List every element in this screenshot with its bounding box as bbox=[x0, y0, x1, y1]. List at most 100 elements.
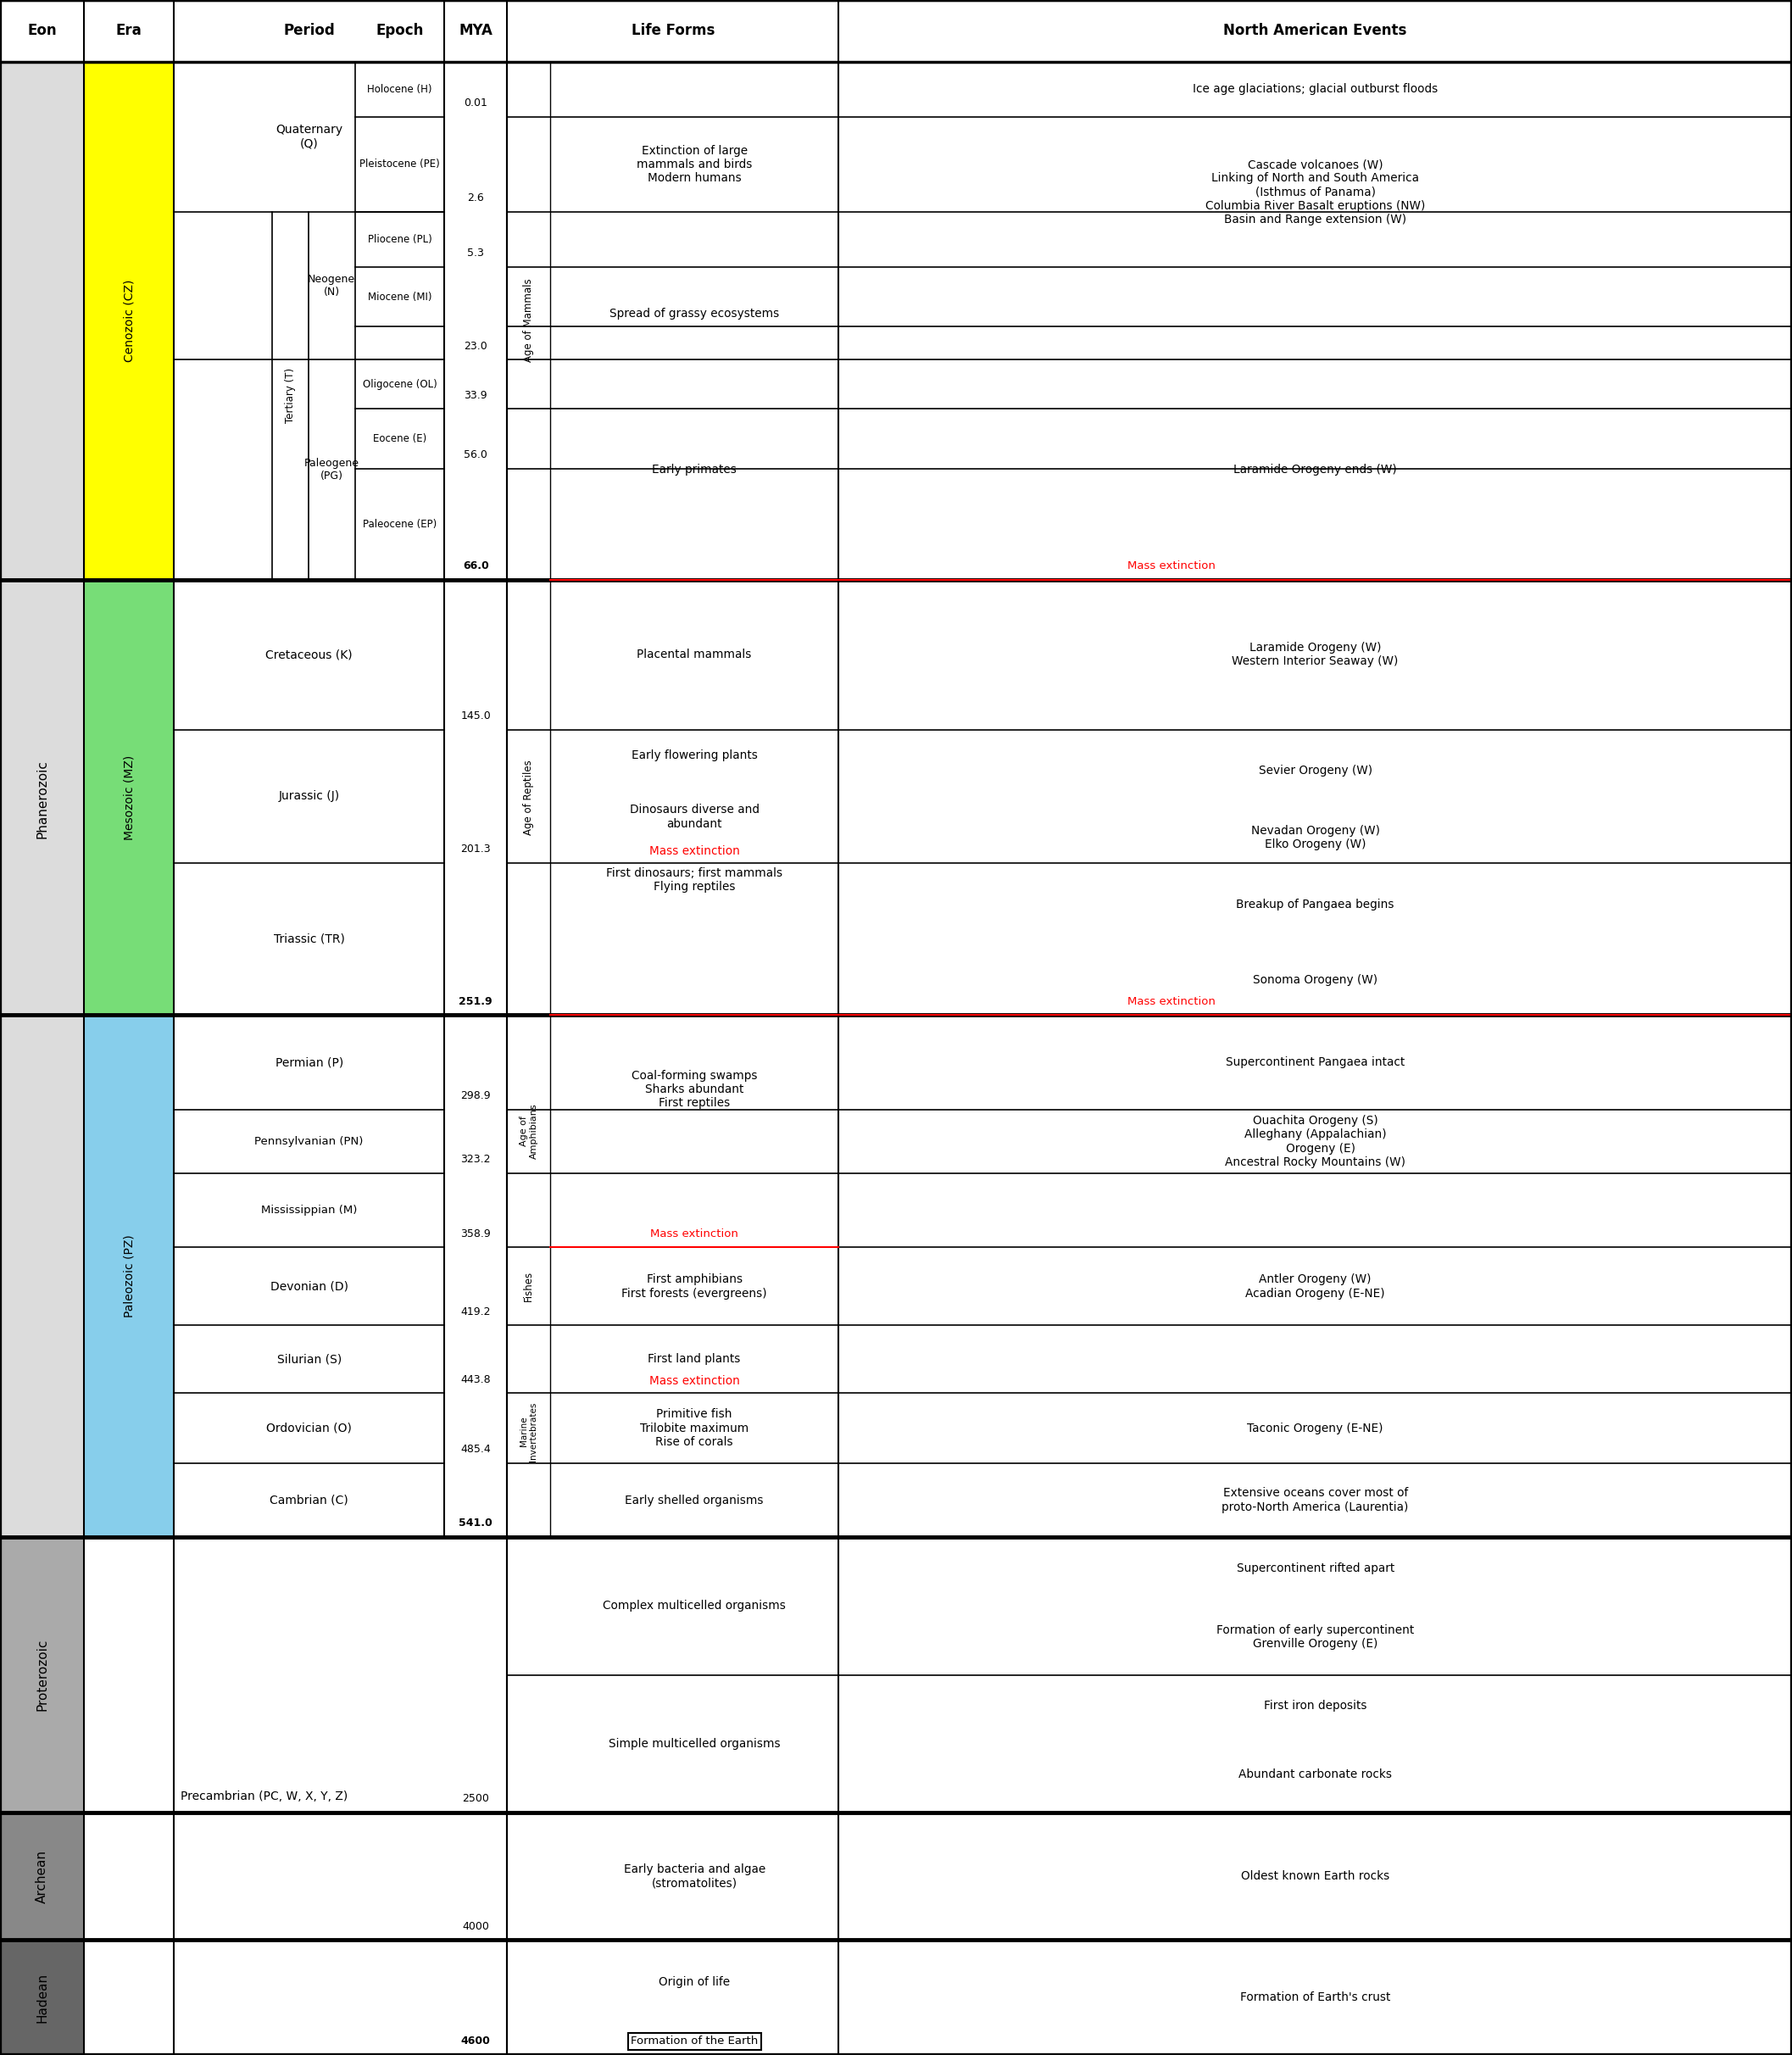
Text: Paleogene
(PG): Paleogene (PG) bbox=[305, 458, 358, 481]
Text: Phanerozoic: Phanerozoic bbox=[36, 760, 48, 838]
Text: Eon: Eon bbox=[27, 23, 57, 39]
Text: Proterozoic: Proterozoic bbox=[36, 1638, 48, 1712]
Text: 0.01: 0.01 bbox=[464, 99, 487, 109]
Text: Miocene (MI): Miocene (MI) bbox=[367, 292, 432, 302]
Text: Holocene (H): Holocene (H) bbox=[367, 84, 432, 95]
Text: Antler Orogeny (W)
Acadian Orogeny (E-NE): Antler Orogeny (W) Acadian Orogeny (E-NE… bbox=[1245, 1274, 1385, 1299]
Text: Mass extinction: Mass extinction bbox=[1127, 997, 1215, 1007]
Text: Devonian (D): Devonian (D) bbox=[271, 1280, 348, 1293]
Text: 358.9: 358.9 bbox=[461, 1229, 491, 1239]
Text: Cascade volcanoes (W)
Linking of North and South America
(Isthmus of Panama)
Col: Cascade volcanoes (W) Linking of North a… bbox=[1206, 158, 1425, 226]
Text: Pennsylvanian (PN): Pennsylvanian (PN) bbox=[254, 1136, 364, 1147]
Text: Abundant carbonate rocks: Abundant carbonate rocks bbox=[1238, 1769, 1392, 1780]
Text: 4000: 4000 bbox=[462, 1921, 489, 1932]
Text: 541.0: 541.0 bbox=[459, 1519, 493, 1529]
Text: Age of
Amphibians: Age of Amphibians bbox=[520, 1104, 538, 1159]
Text: Dinosaurs diverse and
abundant: Dinosaurs diverse and abundant bbox=[629, 804, 760, 830]
Text: First iron deposits: First iron deposits bbox=[1263, 1699, 1367, 1712]
Text: First dinosaurs; first mammals
Flying reptiles: First dinosaurs; first mammals Flying re… bbox=[606, 867, 783, 892]
Text: Ordovician (O): Ordovician (O) bbox=[267, 1422, 351, 1434]
Text: Supercontinent rifted apart: Supercontinent rifted apart bbox=[1236, 1562, 1394, 1574]
Text: Oldest known Earth rocks: Oldest known Earth rocks bbox=[1242, 1870, 1389, 1882]
Text: 4600: 4600 bbox=[461, 2037, 491, 2047]
Text: Marine
Invertebrates: Marine Invertebrates bbox=[520, 1402, 538, 1461]
Text: Early shelled organisms: Early shelled organisms bbox=[625, 1494, 763, 1506]
Text: Extensive oceans cover most of
proto-North America (Laurentia): Extensive oceans cover most of proto-Nor… bbox=[1222, 1488, 1409, 1512]
Text: Paleocene (EP): Paleocene (EP) bbox=[362, 518, 437, 530]
Text: Mesozoic (MZ): Mesozoic (MZ) bbox=[124, 754, 134, 840]
Text: 23.0: 23.0 bbox=[464, 341, 487, 351]
Text: Epoch: Epoch bbox=[376, 23, 423, 39]
Text: Laramide Orogeny ends (W): Laramide Orogeny ends (W) bbox=[1233, 464, 1398, 475]
Text: Breakup of Pangaea begins: Breakup of Pangaea begins bbox=[1236, 898, 1394, 910]
Text: Oligocene (OL): Oligocene (OL) bbox=[362, 378, 437, 390]
Text: 443.8: 443.8 bbox=[461, 1375, 491, 1385]
Text: 251.9: 251.9 bbox=[459, 997, 493, 1007]
Text: Early primates: Early primates bbox=[652, 464, 737, 475]
Text: 66.0: 66.0 bbox=[462, 561, 489, 571]
Text: Permian (P): Permian (P) bbox=[276, 1056, 342, 1069]
Bar bbox=[84, 580, 174, 1015]
Text: Age of Mammals: Age of Mammals bbox=[523, 279, 534, 362]
Text: Formation of Earth's crust: Formation of Earth's crust bbox=[1240, 1991, 1391, 2004]
Text: Precambrian (PC, W, X, Y, Z): Precambrian (PC, W, X, Y, Z) bbox=[181, 1790, 348, 1802]
Text: Pliocene (PL): Pliocene (PL) bbox=[367, 234, 432, 245]
Text: Silurian (S): Silurian (S) bbox=[276, 1354, 342, 1365]
Text: Tertiary (T): Tertiary (T) bbox=[285, 368, 296, 423]
Bar bbox=[0, 1813, 84, 1940]
Text: Primitive fish
Trilobite maximum
Rise of corals: Primitive fish Trilobite maximum Rise of… bbox=[640, 1408, 749, 1449]
Text: 485.4: 485.4 bbox=[461, 1445, 491, 1455]
Text: Simple multicelled organisms: Simple multicelled organisms bbox=[609, 1739, 780, 1749]
Text: First land plants: First land plants bbox=[649, 1354, 740, 1365]
Text: Archean: Archean bbox=[36, 1849, 48, 1903]
Text: MYA: MYA bbox=[459, 23, 493, 39]
Text: 298.9: 298.9 bbox=[461, 1091, 491, 1101]
Text: Placental mammals: Placental mammals bbox=[636, 649, 753, 660]
Text: Formation of early supercontinent
Grenville Orogeny (E): Formation of early supercontinent Grenvi… bbox=[1217, 1623, 1414, 1650]
Text: 33.9: 33.9 bbox=[464, 390, 487, 401]
Text: 201.3: 201.3 bbox=[461, 845, 491, 855]
Text: Mass extinction: Mass extinction bbox=[1127, 561, 1215, 571]
Text: Pleistocene (PE): Pleistocene (PE) bbox=[360, 158, 439, 171]
Text: Fishes: Fishes bbox=[523, 1272, 534, 1301]
Text: Age of Reptiles: Age of Reptiles bbox=[523, 760, 534, 834]
Text: First amphibians
First forests (evergreens): First amphibians First forests (evergree… bbox=[622, 1274, 767, 1299]
Text: Life Forms: Life Forms bbox=[631, 23, 715, 39]
Text: 145.0: 145.0 bbox=[461, 711, 491, 721]
Text: Origin of life: Origin of life bbox=[659, 1977, 729, 1987]
Bar bbox=[0, 1940, 84, 2055]
Text: Coal-forming swamps
Sharks abundant
First reptiles: Coal-forming swamps Sharks abundant Firs… bbox=[631, 1069, 758, 1110]
Bar bbox=[0, 1537, 84, 1813]
Text: Early bacteria and algae
(stromatolites): Early bacteria and algae (stromatolites) bbox=[624, 1864, 765, 1889]
Text: North American Events: North American Events bbox=[1224, 23, 1407, 39]
Text: Cambrian (C): Cambrian (C) bbox=[271, 1494, 348, 1506]
Text: Mass extinction: Mass extinction bbox=[649, 845, 740, 857]
Text: 56.0: 56.0 bbox=[464, 450, 487, 460]
Text: 419.2: 419.2 bbox=[461, 1307, 491, 1317]
Text: Ice age glaciations; glacial outburst floods: Ice age glaciations; glacial outburst fl… bbox=[1193, 84, 1437, 95]
Text: Jurassic (J): Jurassic (J) bbox=[278, 791, 340, 801]
Text: Cretaceous (K): Cretaceous (K) bbox=[265, 649, 353, 660]
Text: Spread of grassy ecosystems: Spread of grassy ecosystems bbox=[609, 308, 780, 319]
Text: 2.6: 2.6 bbox=[468, 193, 484, 203]
Text: Triassic (TR): Triassic (TR) bbox=[274, 933, 344, 945]
Bar bbox=[0, 62, 84, 1537]
Text: Ouachita Orogeny (S)
Alleghany (Appalachian)
   Orogeny (E)
Ancestral Rocky Moun: Ouachita Orogeny (S) Alleghany (Appalach… bbox=[1226, 1116, 1405, 1167]
Text: Early flowering plants: Early flowering plants bbox=[631, 750, 758, 760]
Text: 5.3: 5.3 bbox=[468, 249, 484, 259]
Text: Mississippian (M): Mississippian (M) bbox=[262, 1204, 357, 1217]
Bar bbox=[84, 62, 174, 580]
Text: Extinction of large
mammals and birds
Modern humans: Extinction of large mammals and birds Mo… bbox=[636, 144, 753, 185]
Text: Laramide Orogeny (W)
Western Interior Seaway (W): Laramide Orogeny (W) Western Interior Se… bbox=[1233, 641, 1398, 668]
Text: Neogene
(N): Neogene (N) bbox=[308, 273, 355, 298]
Bar bbox=[84, 1015, 174, 1537]
Text: Quaternary
(Q): Quaternary (Q) bbox=[276, 123, 342, 150]
Text: 2500: 2500 bbox=[462, 1794, 489, 1804]
Text: 323.2: 323.2 bbox=[461, 1155, 491, 1165]
Text: Taconic Orogeny (E-NE): Taconic Orogeny (E-NE) bbox=[1247, 1422, 1383, 1434]
Text: Period: Period bbox=[283, 23, 335, 39]
Text: Complex multicelled organisms: Complex multicelled organisms bbox=[602, 1601, 787, 1611]
Text: Sevier Orogeny (W): Sevier Orogeny (W) bbox=[1258, 764, 1373, 777]
Bar bbox=[0, 0, 1792, 62]
Text: Hadean: Hadean bbox=[36, 1973, 48, 2022]
